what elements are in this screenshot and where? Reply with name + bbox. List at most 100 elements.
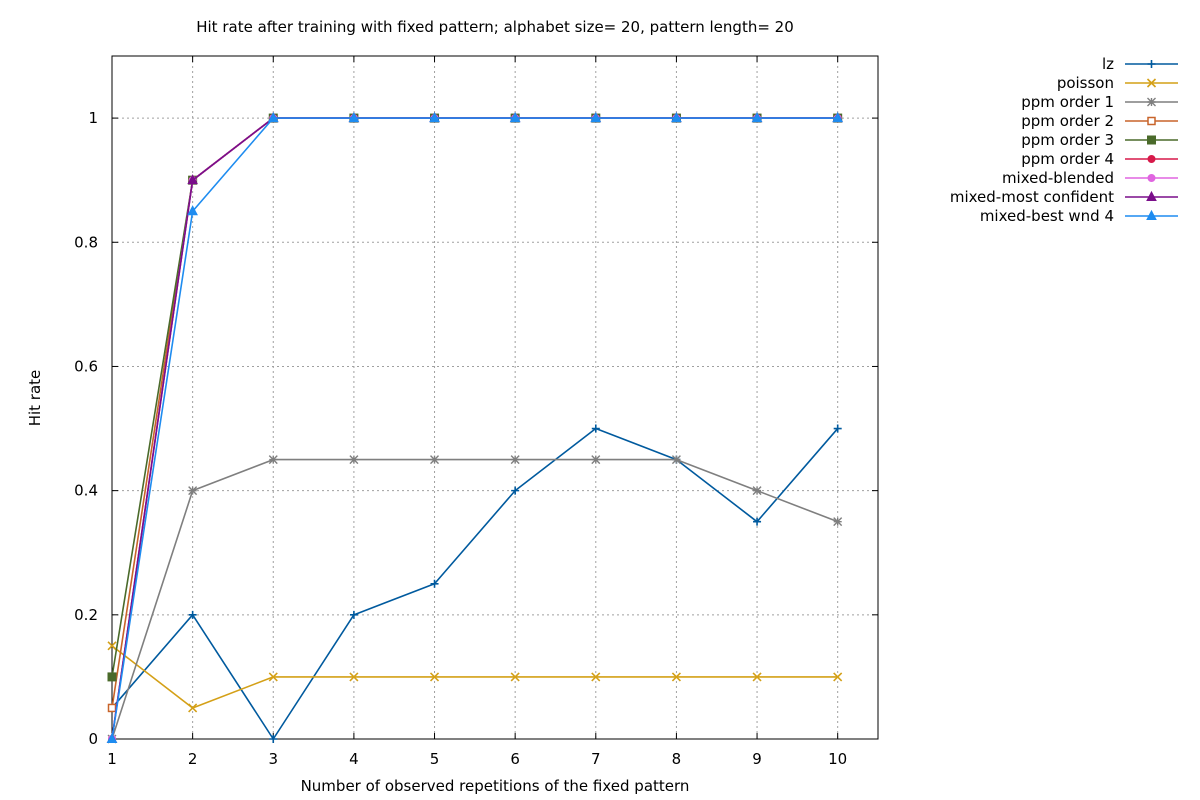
data-point [348,112,360,123]
data-point [430,455,440,465]
data-point [429,112,440,123]
data-point [509,112,521,123]
x-tick-label: 10 [828,750,847,768]
data-point [752,672,762,682]
axes [111,55,879,740]
data-point [671,455,681,465]
legend-entry: mixed-best wnd 4 [980,207,1178,225]
x-tick-label: 3 [268,750,278,768]
data-point [268,455,278,465]
x-tick-label: 2 [188,750,198,768]
data-point [107,641,117,651]
tick-labels: 1 2 3 4 5 6 7 8 9 10 0 0.2 0.4 0.6 0.8 1 [74,109,847,768]
data-point [430,579,439,588]
data-point [671,112,682,123]
data-point [106,732,118,743]
legend-entry: ppm order 2 [1021,112,1178,130]
data-point [833,424,842,433]
data-point [751,112,763,123]
data-point [349,672,359,682]
series-poisson [107,641,843,713]
x-tick-label: 4 [349,750,359,768]
legend-marker [1147,155,1156,163]
x-axis-label: Number of observed repetitions of the fi… [301,777,690,795]
data-point [832,112,844,123]
legend-marker [1147,97,1156,107]
y-tick-label: 0.6 [74,357,98,375]
x-tick-label: 7 [591,750,601,768]
legend-marker [1147,116,1156,126]
legend-entry: ppm order 1 [1021,93,1178,111]
grid-lines [112,56,878,739]
data-point [349,455,359,465]
x-tick-label: 9 [752,750,762,768]
series-line [111,645,838,709]
legend-label: mixed-blended [1002,169,1114,187]
data-point [429,672,440,682]
y-tick-label: 0 [88,730,98,748]
series-line [111,117,838,740]
legend-label: ppm order 4 [1021,150,1114,168]
y-axis-label: Hit rate [26,370,44,427]
x-tick-label: 6 [510,750,520,768]
y-tick-label: 0.8 [74,233,98,251]
y-tick-label: 0.2 [74,606,98,624]
legend-label: lz [1102,55,1114,73]
data-point [268,672,278,682]
legend-entry: poisson [1057,74,1178,92]
series-lines [106,112,844,744]
plot-border [111,55,879,740]
data-point [188,610,197,619]
legend-label: poisson [1057,74,1114,92]
data-point [591,424,600,433]
legend-entry: ppm order 3 [1021,131,1178,149]
series-mixed-best-wnd-4 [106,112,844,743]
data-point [269,735,278,743]
legend-marker [1146,190,1157,201]
data-point [590,112,602,123]
data-point [510,455,520,465]
x-tick-label: 1 [107,750,117,768]
legend-entry: mixed-blended [1002,169,1178,187]
data-point [188,703,198,713]
legend-marker [1147,135,1156,145]
data-point [107,672,117,682]
y-tick-label: 1 [88,109,98,127]
data-point [267,112,279,123]
legend-entry: mixed-most confident [950,188,1178,206]
data-point [511,486,520,495]
data-point [833,672,843,682]
legend-label: ppm order 3 [1021,131,1114,149]
legend-label: ppm order 2 [1021,112,1114,130]
chart-title: Hit rate after training with fixed patte… [196,18,794,36]
legend-marker [1147,60,1156,68]
data-point [753,517,762,526]
x-tick-label: 8 [672,750,682,768]
legend-marker [1147,174,1156,182]
data-point [671,672,681,682]
series-line [111,458,838,740]
legend-label: ppm order 1 [1021,93,1114,111]
legend-marker [1146,78,1157,88]
data-point [349,610,358,619]
x-tick-label: 5 [430,750,440,768]
y-tick-label: 0.4 [74,482,98,500]
legend-label: mixed-best wnd 4 [980,207,1114,225]
data-point [591,672,601,682]
legend-label: mixed-most confident [950,188,1114,206]
data-point [188,486,198,496]
data-point [510,672,520,682]
data-point [187,205,198,216]
legend-entry: ppm order 4 [1021,150,1178,168]
series-line [111,427,839,740]
data-point [752,486,762,496]
data-point [591,455,601,465]
data-point [187,174,198,185]
data-point [107,703,117,713]
legend-marker [1146,209,1157,220]
data-point [833,517,843,527]
legend-entry: lz [1102,55,1178,73]
